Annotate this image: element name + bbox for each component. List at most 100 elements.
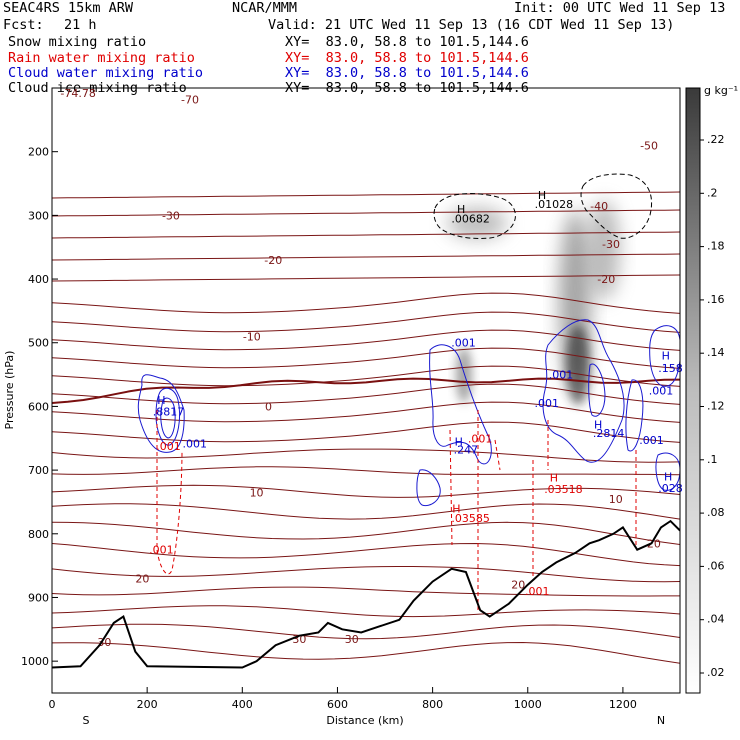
- extremum-label: .2814: [593, 427, 625, 440]
- shade-snow-3: [588, 200, 620, 300]
- colorbar-tick-label: .04: [707, 613, 725, 626]
- extremum-label: H: [594, 418, 602, 431]
- colorbar-tick-label: .22: [707, 133, 725, 146]
- colorbar-tick-label: .06: [707, 559, 725, 572]
- x-tick-label: 0: [49, 698, 56, 711]
- temperature-contour: [52, 421, 680, 443]
- y-tick-label: 500: [28, 337, 49, 350]
- temperature-contour: [52, 311, 680, 333]
- temperature-contour: [52, 329, 680, 351]
- init-time: Init: 00 UTC Wed 11 Sep 13: [514, 0, 726, 16]
- mixing-ratio-shading: [447, 200, 620, 405]
- x-tick-label: 1000: [514, 698, 542, 711]
- temperature-label: -74.78: [60, 87, 95, 100]
- extremum-label: H: [664, 470, 672, 483]
- extremum-label: H: [157, 394, 165, 407]
- temperature-contour: [52, 347, 680, 369]
- temperature-contour: [52, 466, 680, 476]
- cloud-water-blob-7: [655, 452, 680, 491]
- extremum-label: .001: [639, 434, 664, 447]
- x-tick-label: 1200: [609, 698, 637, 711]
- colorbar-ramp: [685, 87, 701, 694]
- temperature-label: -50: [640, 139, 658, 152]
- x-axis-title: Distance (km): [326, 714, 403, 727]
- extremum-label: H: [550, 472, 558, 485]
- extremum-label: .001: [451, 337, 476, 350]
- temperature-contour: [52, 503, 680, 520]
- y-tick-label: 300: [28, 209, 49, 222]
- temperature-contour: [52, 605, 680, 618]
- temperature-contour: [52, 191, 680, 199]
- cloud-water-blob-4: [542, 319, 625, 463]
- temperature-contour: [52, 586, 680, 597]
- temperature-label: 10: [250, 486, 264, 499]
- x-tick-label: 400: [232, 698, 253, 711]
- freezing-level-contour: [52, 377, 680, 404]
- extremum-label: .001: [535, 397, 560, 410]
- colorbar-tick-label: .08: [707, 506, 725, 519]
- y-tick-label: 800: [28, 528, 49, 541]
- temperature-label: -20: [264, 254, 282, 267]
- temperature-label: -20: [597, 273, 615, 286]
- cloud-water-blob-3: [416, 469, 441, 507]
- x-tick-label: 800: [422, 698, 443, 711]
- contour-labels: -74.78 -70 -50 -40 -30 -30 -20 -20 -10 0 10 10 20 20 2…: [60, 87, 682, 649]
- temperature-label: 30: [97, 636, 111, 649]
- temperature-contour: [52, 253, 680, 261]
- extremum-label: .00682: [451, 213, 490, 226]
- temperature-label: 30: [345, 633, 359, 646]
- y-tick-label: 600: [28, 400, 49, 413]
- temperature-contour: [52, 623, 680, 640]
- extremum-label: H: [457, 203, 465, 216]
- field-rain-xy: XY= 83.0, 58.8 to 101.5,144.6: [285, 50, 529, 66]
- y-tick-label: 700: [28, 464, 49, 477]
- extremum-label: .001: [468, 432, 493, 445]
- temperature-contour: [52, 231, 680, 239]
- valid-time: Valid: 21 UTC Wed 11 Sep 13 (16 CDT Wed …: [268, 17, 675, 33]
- extremum-label: .247: [454, 444, 479, 457]
- org-label: NCAR/MMM: [232, 0, 298, 16]
- extremum-label: H: [452, 502, 460, 515]
- extremum-label: .158: [658, 362, 683, 375]
- rain-contour-3: [532, 420, 637, 580]
- shade-snow-1: [447, 207, 507, 239]
- colorbar-tick-label: .14: [707, 346, 725, 359]
- extremum-label: H: [538, 189, 546, 202]
- cloud-water-blob-5: [625, 379, 644, 452]
- temperature-label: -70: [181, 93, 199, 106]
- extremum-label: H: [662, 349, 670, 362]
- y-tick-label: 400: [28, 273, 49, 286]
- cloud-water-blob-1-inner: [155, 387, 181, 446]
- snow-contour-1: [433, 193, 516, 239]
- temperature-label: -30: [162, 209, 180, 222]
- extremum-label: .028: [658, 482, 683, 495]
- x-tick-label: 200: [137, 698, 158, 711]
- y-tick-label: 900: [28, 591, 49, 604]
- colorbar-tick-label: .02: [707, 666, 725, 679]
- temperature-contour: [52, 484, 680, 498]
- cloud-water-blob-1: [137, 374, 185, 453]
- cloud-water-blob-1-core: [160, 397, 176, 439]
- extremum-label: .001: [149, 544, 174, 557]
- extremum-label: H: [455, 435, 463, 448]
- forecast-label: Fcst:: [3, 17, 44, 33]
- temperature-contour: [52, 209, 680, 217]
- y-tick-label: 200: [28, 146, 49, 159]
- temperature-contour: [52, 274, 680, 282]
- snow-contours: [433, 173, 653, 239]
- temperature-contour: [52, 448, 680, 463]
- rain-contour-1: [156, 410, 183, 575]
- field-cloudwater-name: Cloud water mixing ratio: [8, 65, 204, 81]
- temperature-contour: [52, 566, 680, 583]
- field-snow-xy: XY= 83.0, 58.8 to 101.5,144.6: [285, 34, 529, 50]
- field-cloudwater-xy: XY= 83.0, 58.8 to 101.5,144.6: [285, 65, 529, 81]
- colorbar-tick-label: .1: [707, 453, 718, 466]
- south-end-label: S: [83, 714, 90, 727]
- north-end-label: N: [657, 714, 665, 727]
- temperature-label: 0: [265, 400, 272, 413]
- model-title: SEAC4RS 15km ARW: [3, 0, 134, 16]
- colorbar-tick-label: .12: [707, 400, 725, 413]
- y-axis-title: Pressure (hPa): [3, 351, 16, 430]
- temperature-contour: [52, 292, 680, 314]
